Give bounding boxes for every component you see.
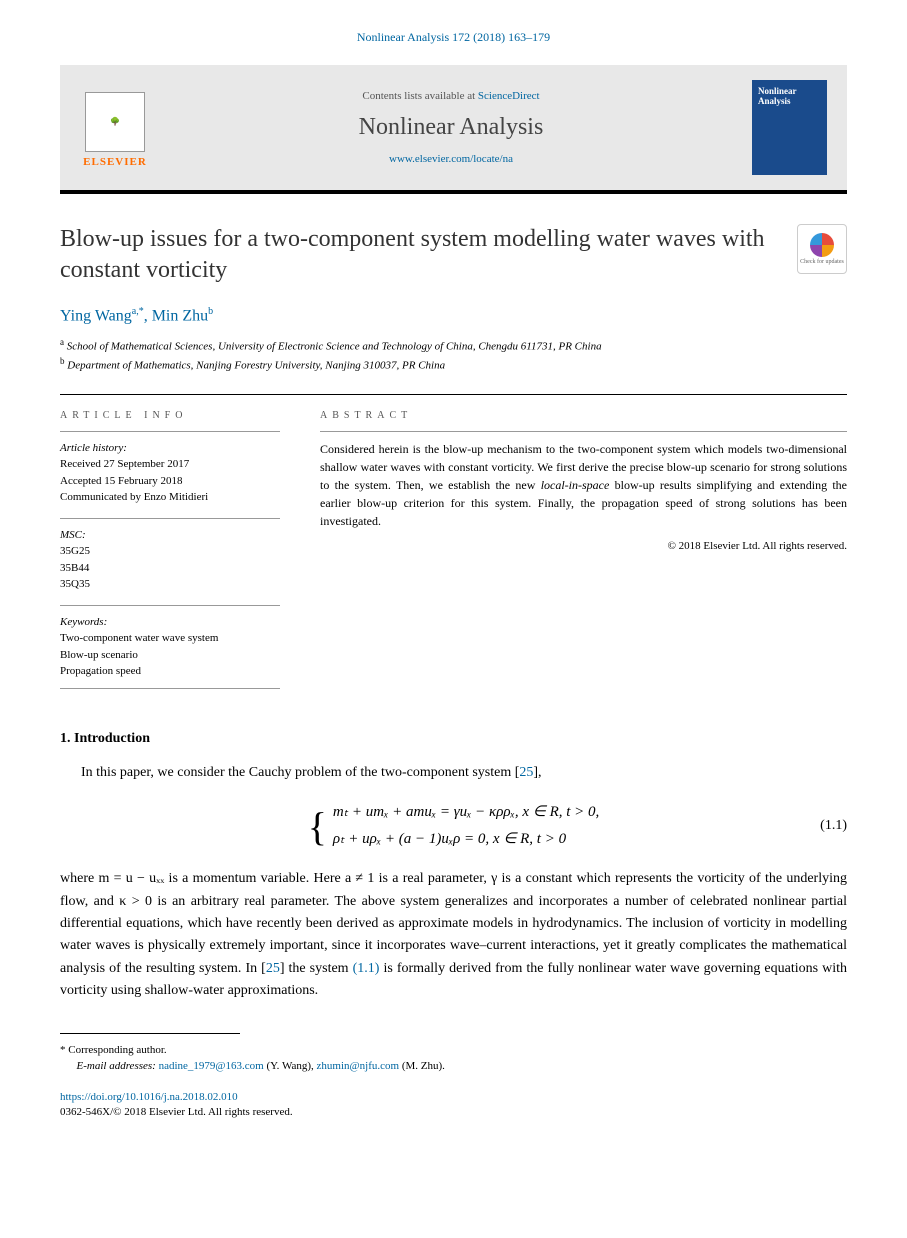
title-row: Blow-up issues for a two-component syste… [60, 224, 847, 286]
email-2-name: (M. Zhu). [399, 1060, 445, 1072]
abstract-column: ABSTRACT Considered herein is the blow-u… [320, 410, 847, 701]
author-1[interactable]: Ying Wang [60, 308, 132, 325]
keywords-label: Keywords: [60, 614, 280, 631]
contents-line: Contents lists available at ScienceDirec… [150, 90, 752, 102]
email-1-name: (Y. Wang), [264, 1060, 317, 1072]
corresponding-author: * Corresponding author. E-mail addresses… [60, 1042, 847, 1075]
brace-icon: { [308, 803, 327, 850]
footer-separator [60, 1033, 240, 1042]
abstract-em: local-in-space [541, 478, 610, 492]
keywords-section: Keywords: Two-component water wave syste… [60, 605, 280, 689]
msc-1: 35G25 [60, 543, 280, 560]
abstract-header: ABSTRACT [320, 410, 847, 421]
info-abstract-row: ARTICLE INFO Article history: Received 2… [60, 394, 847, 701]
intro-para-2: where m = u − uₓₓ is a momentum variable… [60, 868, 847, 1002]
para2-b: ] the system [280, 961, 353, 976]
affiliation-a: a School of Mathematical Sciences, Unive… [60, 336, 847, 355]
equation-1-1: { mₜ + umₓ + amuₓ = γuₓ − κρρₓ, x ∈ R, t… [60, 799, 847, 853]
check-updates-badge[interactable]: Check for updates [797, 224, 847, 274]
elsevier-text: ELSEVIER [83, 156, 147, 168]
ref-25-a[interactable]: 25 [519, 765, 533, 780]
author-2-sup: b [208, 306, 213, 317]
author-1-sup: a,* [132, 306, 144, 317]
sciencedirect-link[interactable]: ScienceDirect [478, 90, 540, 102]
elsevier-logo[interactable]: 🌳 ELSEVIER [80, 88, 150, 168]
header-box: 🌳 ELSEVIER Contents lists available at S… [60, 65, 847, 194]
msc-3: 35Q35 [60, 576, 280, 593]
author-2[interactable]: Min Zhu [152, 308, 208, 325]
abstract-text: Considered herein is the blow-up mechani… [320, 431, 847, 555]
authors-line: Ying Wanga,*, Min Zhub [60, 306, 847, 325]
header-center: Contents lists available at ScienceDirec… [150, 90, 752, 165]
author-sep: , [144, 308, 152, 325]
msc-2: 35B44 [60, 560, 280, 577]
abstract-copyright: © 2018 Elsevier Ltd. All rights reserved… [320, 538, 847, 555]
intro-para-1: In this paper, we consider the Cauchy pr… [60, 762, 847, 784]
msc-section: MSC: 35G25 35B44 35Q35 [60, 518, 280, 593]
journal-name: Nonlinear Analysis [150, 114, 752, 141]
aff-b-text: Department of Mathematics, Nanjing Fores… [65, 359, 446, 371]
doi-footer: https://doi.org/10.1016/j.na.2018.02.010… [60, 1090, 847, 1121]
email-2-link[interactable]: zhumin@njfu.com [317, 1060, 400, 1072]
equation-line-1: mₜ + umₓ + amuₓ = γuₓ − κρρₓ, x ∈ R, t >… [333, 799, 599, 826]
email-label: E-mail addresses: [77, 1060, 159, 1072]
journal-homepage-link[interactable]: www.elsevier.com/locate/na [150, 153, 752, 165]
check-updates-label: Check for updates [800, 259, 844, 265]
section-1-heading: 1. Introduction [60, 731, 847, 747]
email-1-link[interactable]: nadine_1979@163.com [159, 1060, 264, 1072]
equation-number: (1.1) [820, 818, 847, 834]
cover-title: Nonlinear Analysis [758, 86, 821, 106]
doi-link[interactable]: https://doi.org/10.1016/j.na.2018.02.010 [60, 1091, 238, 1103]
aff-a-text: School of Mathematical Sciences, Univers… [64, 340, 602, 352]
emails-line: E-mail addresses: nadine_1979@163.com (Y… [60, 1058, 847, 1075]
keyword-3: Propagation speed [60, 663, 280, 680]
history-section: Article history: Received 27 September 2… [60, 431, 280, 506]
keyword-2: Blow-up scenario [60, 647, 280, 664]
elsevier-tree-icon: 🌳 [85, 92, 145, 152]
header-citation: Nonlinear Analysis 172 (2018) 163–179 [60, 30, 847, 45]
keyword-1: Two-component water wave system [60, 630, 280, 647]
para1-before: In this paper, we consider the Cauchy pr… [81, 765, 519, 780]
affiliations: a School of Mathematical Sciences, Unive… [60, 336, 847, 374]
info-header: ARTICLE INFO [60, 410, 280, 421]
article-info-column: ARTICLE INFO Article history: Received 2… [60, 410, 280, 701]
affiliation-b: b Department of Mathematics, Nanjing For… [60, 355, 847, 374]
crossmark-icon [810, 233, 834, 257]
ref-25-b[interactable]: 25 [266, 961, 280, 976]
para1-after: ], [533, 765, 541, 780]
received-date: Received 27 September 2017 [60, 456, 280, 473]
corresponding-label: * Corresponding author. [60, 1042, 847, 1059]
communicated-by: Communicated by Enzo Mitidieri [60, 489, 280, 506]
accepted-date: Accepted 15 February 2018 [60, 473, 280, 490]
ref-eq-1-1[interactable]: (1.1) [353, 961, 380, 976]
contents-prefix: Contents lists available at [362, 90, 477, 102]
msc-label: MSC: [60, 527, 280, 544]
equation-line-2: ρₜ + uρₓ + (a − 1)uₓρ = 0, x ∈ R, t > 0 [333, 826, 599, 853]
history-label: Article history: [60, 440, 280, 457]
journal-cover-thumbnail[interactable]: Nonlinear Analysis [752, 80, 827, 175]
article-title: Blow-up issues for a two-component syste… [60, 224, 797, 286]
issn-copyright: 0362-546X/© 2018 Elsevier Ltd. All right… [60, 1106, 293, 1118]
